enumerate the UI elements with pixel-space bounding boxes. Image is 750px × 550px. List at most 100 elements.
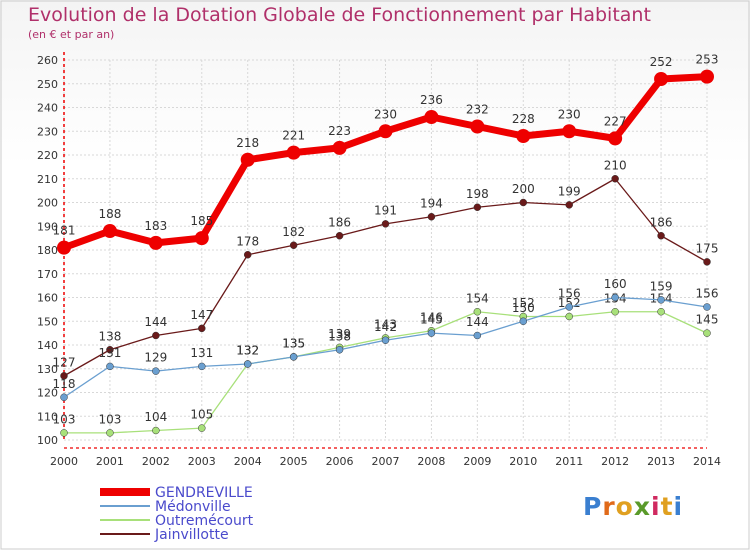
x-tick-label: 2009	[463, 455, 491, 468]
y-tick-label: 260	[37, 54, 58, 67]
x-tick-label: 2013	[647, 455, 675, 468]
data-label-jainvillotte: 186	[650, 215, 673, 229]
data-label-medonville: 131	[98, 346, 121, 360]
y-tick-label: 160	[37, 292, 58, 305]
data-label-outremecourt: 135	[282, 336, 305, 350]
data-point-jainvillotte	[106, 346, 114, 354]
x-tick-label: 2003	[188, 455, 216, 468]
data-point-gendreville	[470, 119, 485, 134]
data-label-outremecourt: 103	[53, 412, 76, 426]
data-point-outremecourt	[106, 429, 114, 437]
data-point-jainvillotte	[198, 324, 206, 333]
data-point-gendreville	[424, 110, 439, 124]
chart-title: Evolution de la Dotation Globale de Fonc…	[28, 4, 651, 26]
data-label-jainvillotte: 199	[558, 184, 581, 198]
data-label-jainvillotte: 191	[374, 203, 397, 217]
x-tick-label: 2008	[417, 455, 445, 468]
data-label-medonville: 135	[282, 336, 305, 350]
data-point-medonville	[427, 329, 436, 337]
x-tick-label: 2000	[50, 455, 78, 468]
data-point-jainvillotte	[657, 232, 665, 240]
data-label-medonville: 131	[190, 346, 213, 360]
data-point-jainvillotte	[427, 213, 436, 221]
data-label-outremecourt: 146	[420, 310, 443, 324]
data-label-gendreville: 230	[558, 107, 581, 121]
y-tick-label: 100	[37, 434, 58, 447]
data-label-medonville: 159	[650, 279, 673, 293]
x-tick-label: 2002	[142, 455, 170, 468]
data-label-gendreville: 221	[282, 129, 305, 143]
y-tick-label: 190	[37, 220, 58, 233]
legend-label: Médonville	[155, 499, 231, 515]
data-point-outremecourt	[60, 429, 68, 437]
data-label-gendreville: 218	[236, 136, 259, 150]
x-tick-label: 2011	[555, 455, 583, 468]
data-label-outremecourt: 145	[696, 313, 719, 327]
data-label-medonville: 142	[374, 320, 397, 334]
data-point-gendreville	[378, 124, 393, 139]
x-tick-label: 2010	[509, 455, 537, 468]
legend-label: GENDREVILLE	[155, 485, 253, 501]
y-tick-label: 180	[37, 244, 58, 257]
data-point-jainvillotte	[519, 198, 528, 207]
data-point-medonville	[657, 296, 665, 304]
data-point-outremecourt	[198, 424, 206, 432]
data-label-gendreville: 253	[696, 53, 719, 67]
data-point-gendreville	[102, 224, 117, 238]
data-label-jainvillotte: 178	[236, 234, 259, 248]
data-label-medonville: 145	[420, 313, 443, 327]
data-point-jainvillotte	[703, 258, 711, 266]
data-point-jainvillotte	[60, 372, 68, 380]
data-point-medonville	[152, 367, 160, 375]
y-tick-label: 120	[37, 387, 58, 400]
data-label-outremecourt: 105	[190, 408, 213, 422]
x-tick-label: 2006	[326, 455, 354, 468]
data-label-gendreville: 232	[466, 103, 489, 117]
y-tick-label: 210	[37, 173, 58, 186]
data-point-gendreville	[608, 131, 623, 146]
data-point-jainvillotte	[243, 251, 252, 259]
data-point-gendreville	[240, 152, 255, 167]
data-label-gendreville: 227	[604, 114, 627, 128]
data-label-outremecourt: 104	[144, 410, 167, 424]
data-point-gendreville	[286, 145, 301, 160]
y-tick-label: 110	[37, 410, 58, 423]
data-label-gendreville: 230	[374, 107, 397, 121]
data-point-gendreville	[194, 231, 209, 246]
y-tick-label: 200	[37, 197, 58, 210]
data-point-jainvillotte	[473, 203, 482, 211]
data-point-medonville	[198, 362, 206, 371]
data-point-jainvillotte	[381, 220, 390, 228]
x-tick-label: 2001	[96, 455, 124, 468]
y-tick-label: 170	[37, 268, 58, 281]
data-label-medonville: 144	[466, 315, 489, 329]
data-point-outremecourt	[473, 308, 482, 316]
x-tick-label: 2007	[372, 455, 400, 468]
chart-subtitle: (en € et par an)	[28, 28, 115, 41]
y-tick-label: 240	[37, 102, 58, 115]
data-label-gendreville: 183	[144, 219, 167, 233]
data-point-jainvillotte	[611, 175, 619, 183]
x-tick-label: 2004	[234, 455, 262, 468]
data-point-medonville	[381, 336, 390, 344]
data-point-medonville	[106, 362, 114, 371]
data-point-medonville	[243, 360, 252, 368]
legend-label: Jainvillotte	[154, 527, 229, 543]
data-label-jainvillotte: 127	[53, 355, 76, 369]
data-point-jainvillotte	[335, 232, 344, 240]
x-tick-label: 2012	[601, 455, 629, 468]
data-label-medonville: 138	[328, 329, 351, 343]
data-label-gendreville: 252	[650, 55, 673, 69]
data-label-gendreville: 236	[420, 93, 443, 107]
data-point-jainvillotte	[565, 201, 573, 209]
data-label-gendreville: 185	[190, 214, 213, 228]
data-label-jainvillotte: 198	[466, 187, 489, 201]
data-label-medonville: 132	[236, 344, 259, 358]
data-point-medonville	[289, 353, 298, 361]
data-label-medonville: 129	[144, 351, 167, 365]
data-label-jainvillotte: 147	[190, 308, 213, 322]
data-label-gendreville: 223	[328, 124, 351, 138]
data-label-outremecourt: 143	[374, 317, 397, 331]
